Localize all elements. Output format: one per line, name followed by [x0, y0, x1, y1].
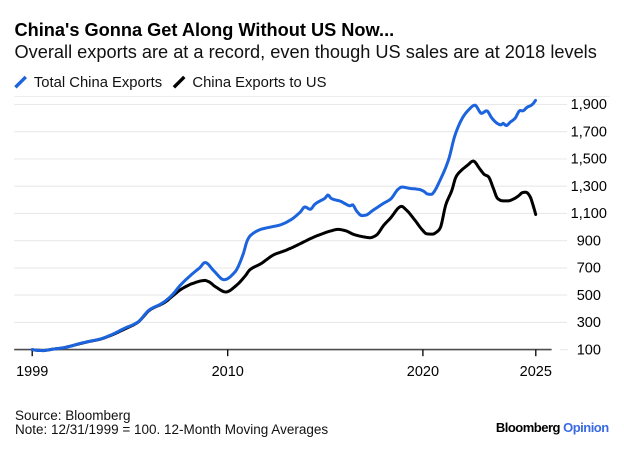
- svg-text:1,500: 1,500: [571, 152, 607, 168]
- svg-text:900: 900: [577, 233, 601, 249]
- svg-text:1,100: 1,100: [571, 206, 607, 222]
- svg-text:300: 300: [577, 315, 601, 331]
- svg-text:1,700: 1,700: [571, 124, 607, 140]
- svg-text:1,300: 1,300: [571, 179, 607, 195]
- svg-text:2025: 2025: [520, 364, 552, 380]
- svg-text:2010: 2010: [212, 364, 244, 380]
- svg-text:1,900: 1,900: [571, 97, 607, 113]
- svg-text:2020: 2020: [407, 364, 439, 380]
- svg-text:100: 100: [577, 342, 601, 358]
- svg-text:1999: 1999: [16, 364, 48, 380]
- svg-text:700: 700: [577, 261, 601, 277]
- svg-text:500: 500: [577, 288, 601, 304]
